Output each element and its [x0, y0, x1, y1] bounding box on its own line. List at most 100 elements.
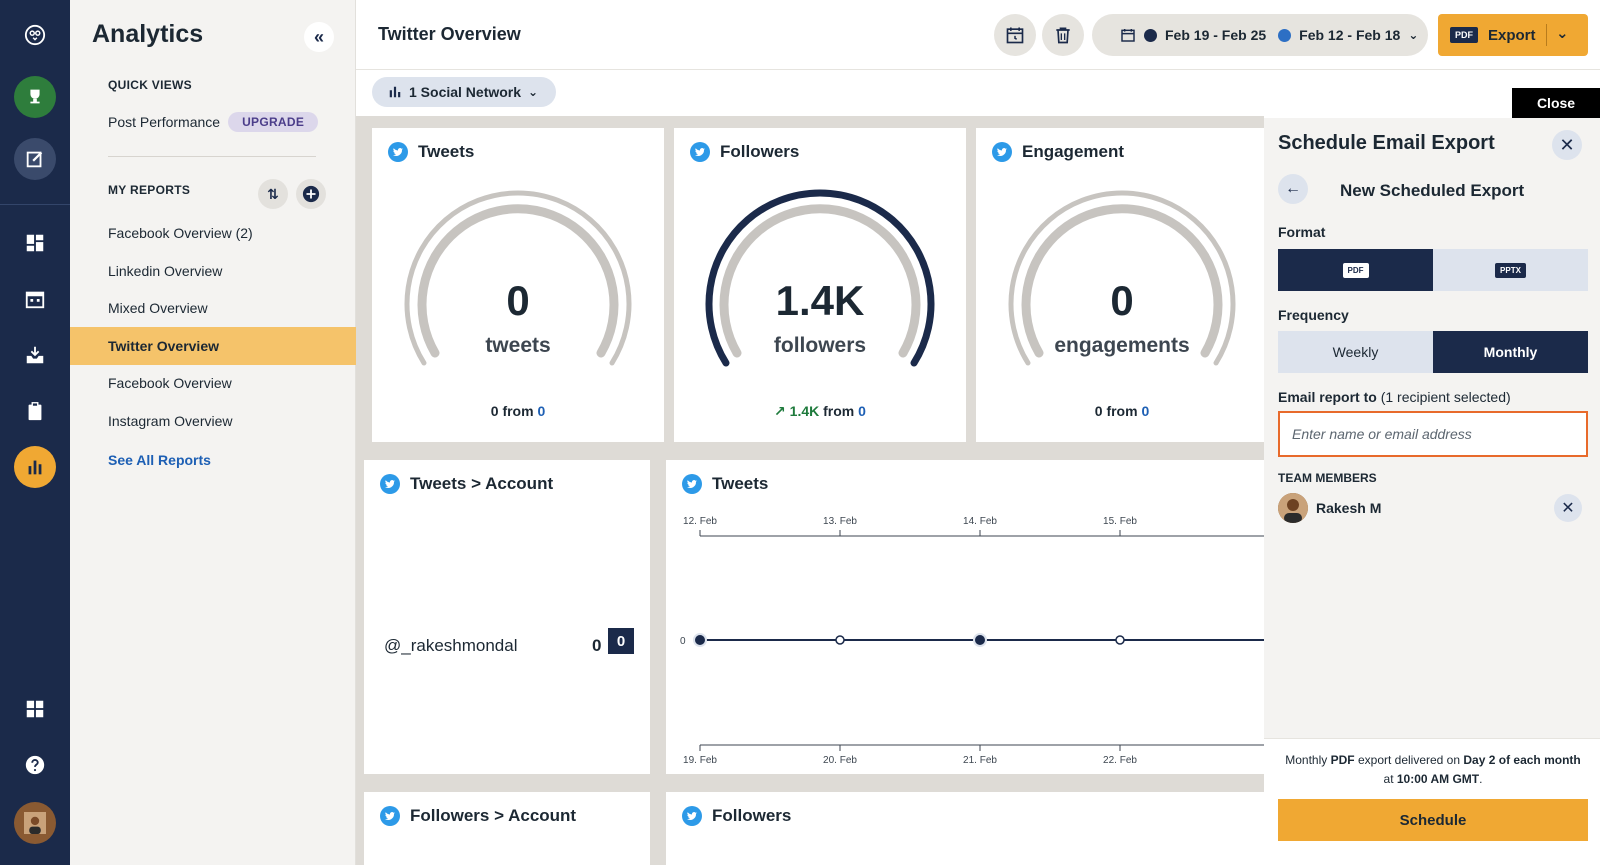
add-report-button[interactable]: [296, 179, 326, 209]
tweets-comparison: 0 from 0: [372, 403, 664, 419]
summary-text: export delivered on: [1357, 753, 1461, 767]
engagement-value: 0: [1110, 277, 1134, 324]
top-bar: Twitter Overview Feb 19 - Feb 25 Feb 12 …: [356, 0, 1600, 70]
sidebar-item-report-active[interactable]: Twitter Overview: [70, 327, 356, 365]
chevron-down-icon[interactable]: ⌄: [1556, 25, 1569, 42]
account-handle: @_rakeshmondal: [384, 636, 518, 655]
data-point: [973, 633, 987, 647]
remove-member-icon[interactable]: ✕: [1554, 494, 1582, 522]
schedule-calendar-button[interactable]: [994, 14, 1036, 56]
sidebar-item-post-performance[interactable]: Post Performance UPGRADE: [70, 103, 356, 141]
twitter-icon: [380, 806, 400, 826]
owl-logo-icon[interactable]: [14, 14, 56, 56]
user-avatar[interactable]: [14, 802, 56, 844]
schedule-summary: Monthly PDF export delivered on Day 2 of…: [1278, 751, 1588, 789]
comparison-previous[interactable]: 0: [537, 403, 546, 419]
dashboard-icon[interactable]: [14, 222, 56, 264]
export-divider: [1546, 24, 1547, 46]
sidebar-divider: [108, 156, 316, 157]
card-title-text: Followers: [720, 142, 800, 161]
summary-period: .: [1479, 772, 1483, 786]
twitter-icon: [992, 142, 1012, 162]
card-title: Followers: [682, 806, 791, 826]
close-panel-tab[interactable]: Close: [1512, 88, 1600, 118]
followers-gauge: [705, 189, 935, 367]
pdf-icon: PDF: [1450, 27, 1478, 43]
format-label: Format: [1278, 224, 1326, 240]
followers-account-card: Followers > Account: [364, 792, 650, 865]
sidebar-item-report[interactable]: Instagram Overview: [108, 413, 233, 429]
sidebar-item-report[interactable]: Linkedin Overview: [108, 263, 223, 279]
engagement-unit: engagements: [1054, 334, 1190, 357]
sidebar-item-label: Post Performance: [108, 114, 221, 130]
card-title-text: Followers > Account: [410, 806, 577, 825]
engagement-card: Engagement 0 engagements 0 from 0: [976, 128, 1264, 442]
see-all-reports-link[interactable]: See All Reports: [108, 452, 211, 468]
card-title: Followers: [690, 142, 799, 162]
export-button[interactable]: PDF Export ⌄: [1438, 14, 1588, 56]
email-label-text: Email report to: [1278, 389, 1377, 405]
email-input[interactable]: [1278, 411, 1588, 457]
sidebar-item-report[interactable]: Mixed Overview: [108, 300, 208, 316]
tweets-chart-card: Tweets 12. Feb 13. Feb 14. Feb 15. Feb 19. F…: [666, 460, 1264, 774]
rail-divider: [0, 204, 70, 205]
comparison-previous[interactable]: 0: [1141, 403, 1150, 419]
format-toggle: PDF PPTX: [1278, 249, 1588, 291]
section-title: Analytics: [92, 20, 204, 48]
format-pdf-option[interactable]: PDF: [1278, 249, 1433, 291]
frequency-monthly-option[interactable]: Monthly: [1433, 331, 1588, 373]
help-icon[interactable]: [14, 744, 56, 786]
clipboard-icon[interactable]: [14, 390, 56, 432]
trend-up-icon: ↗: [774, 403, 786, 419]
email-label: Email report to (1 recipient selected): [1278, 389, 1511, 405]
sidebar-item-report[interactable]: Facebook Overview: [108, 375, 232, 391]
chevron-down-icon: ⌄: [1408, 28, 1419, 42]
comparison-from: from: [502, 403, 534, 419]
tweets-value: 0: [506, 277, 530, 324]
delete-button[interactable]: [1042, 14, 1084, 56]
twitter-icon: [380, 474, 400, 494]
date-range-picker[interactable]: Feb 19 - Feb 25 Feb 12 - Feb 18 ⌄: [1092, 14, 1428, 56]
followers-unit: followers: [773, 334, 867, 357]
chevron-down-icon: ⌄: [528, 85, 539, 99]
tweets-account-card: Tweets > Account @_rakeshmondal 0 0: [364, 460, 650, 774]
card-title: Tweets > Account: [380, 474, 553, 494]
social-network-filter[interactable]: 1 Social Network ⌄: [372, 77, 556, 107]
engagement-comparison: 0 from 0: [976, 403, 1264, 419]
sort-reports-button[interactable]: ⇅: [258, 179, 288, 209]
bar-chart-icon: [389, 86, 401, 98]
trophy-icon[interactable]: [14, 76, 56, 118]
sidebar-item-report[interactable]: Facebook Overview (2): [108, 225, 253, 241]
engagement-gauge: [1008, 190, 1236, 366]
apps-grid-icon[interactable]: [14, 688, 56, 730]
summary-format: PDF: [1330, 753, 1355, 767]
frequency-weekly-option[interactable]: Weekly: [1278, 331, 1433, 373]
inbox-icon[interactable]: [14, 334, 56, 376]
upgrade-badge[interactable]: UPGRADE: [228, 112, 319, 132]
collapse-sidebar-button[interactable]: «: [304, 22, 334, 52]
pdf-icon: PDF: [1342, 262, 1369, 278]
team-members-heading: TEAM MEMBERS: [1278, 471, 1377, 485]
app-rail: [0, 0, 70, 865]
compose-icon[interactable]: [14, 138, 56, 180]
card-title-text: Tweets: [712, 474, 769, 493]
comparison-previous[interactable]: 0: [858, 403, 866, 419]
twitter-icon: [682, 474, 702, 494]
x-tick-label-top: 15. Feb: [1103, 516, 1137, 527]
close-icon[interactable]: ✕: [1552, 130, 1582, 160]
calendar-icon[interactable]: [14, 278, 56, 320]
format-pptx-option[interactable]: PPTX: [1433, 249, 1588, 291]
tweets-gauge: [404, 190, 632, 366]
back-arrow-icon[interactable]: ←: [1278, 174, 1308, 204]
account-value: 0: [592, 636, 602, 655]
twitter-icon: [682, 806, 702, 826]
analytics-icon[interactable]: [14, 446, 56, 488]
x-tick-label-bottom: 20. Feb: [823, 755, 857, 766]
data-point: [693, 633, 707, 647]
comparison-from: from: [823, 403, 855, 419]
x-tick-label-top: 14. Feb: [963, 516, 997, 527]
followers-comparison: ↗ 1.4K from 0: [674, 403, 966, 420]
x-tick-label-bottom: 22. Feb: [1103, 755, 1137, 766]
schedule-button[interactable]: Schedule: [1278, 799, 1588, 841]
range-a-dot: [1144, 28, 1157, 42]
